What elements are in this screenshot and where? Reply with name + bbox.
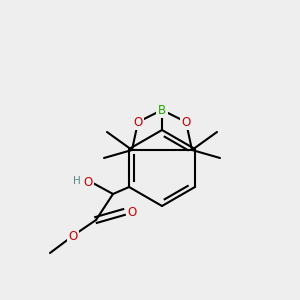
Text: O: O <box>128 206 136 218</box>
Text: B: B <box>158 103 166 116</box>
Text: H: H <box>73 176 81 186</box>
Text: O: O <box>68 230 78 242</box>
Text: O: O <box>83 176 93 188</box>
Text: O: O <box>182 116 190 128</box>
Text: O: O <box>134 116 142 128</box>
